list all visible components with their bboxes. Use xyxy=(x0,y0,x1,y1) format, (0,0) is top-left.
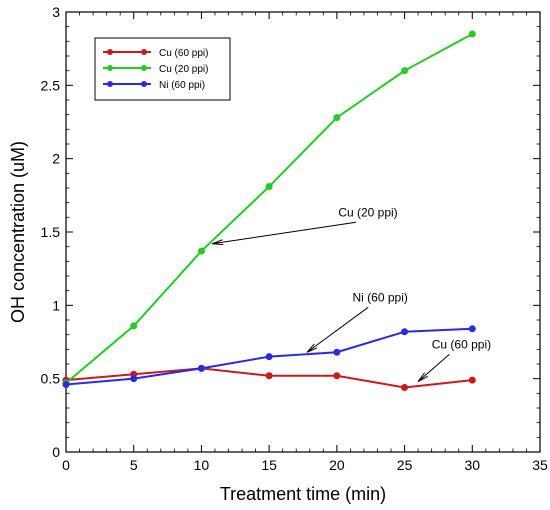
series-layer xyxy=(62,30,476,391)
y-tick-label: 1.5 xyxy=(41,224,61,240)
data-point-cu-20-ppi xyxy=(197,247,205,255)
x-tick-label: 30 xyxy=(464,457,480,473)
legend-label-cu-60-ppi: Cu (60 ppi) xyxy=(159,48,208,59)
annotation-arrow-line xyxy=(417,353,450,382)
data-point-cu-60-ppi xyxy=(265,372,273,380)
x-tick-label: 25 xyxy=(397,457,413,473)
data-point-ni-60-ppi xyxy=(265,353,273,361)
annotation-label: Ni (60 ppi) xyxy=(353,290,408,304)
legend-marker-cu-20-ppi xyxy=(141,65,147,71)
x-tick-label: 15 xyxy=(261,457,277,473)
annotations-layer: Cu (20 ppi) Ni (60 ppi) Cu (60 ppi) xyxy=(212,205,491,383)
data-point-cu-20-ppi xyxy=(468,30,476,38)
legend-marker-ni-60-ppi xyxy=(107,81,113,87)
legend-label-cu-20-ppi: Cu (20 ppi) xyxy=(159,64,208,75)
y-tick-label: 2 xyxy=(52,151,60,167)
legend-marker-cu-20-ppi xyxy=(107,65,113,71)
y-tick-label: 3 xyxy=(52,4,60,20)
legend-marker-ni-60-ppi xyxy=(141,81,147,87)
annotation-arrow-head xyxy=(417,372,429,383)
data-point-ni-60-ppi xyxy=(401,328,409,336)
data-point-ni-60-ppi xyxy=(130,375,138,383)
legend-label-ni-60-ppi: Ni (60 ppi) xyxy=(159,80,205,91)
data-point-ni-60-ppi xyxy=(333,348,341,356)
x-tick-label: 0 xyxy=(62,457,70,473)
annotation-arrow-head xyxy=(306,343,318,353)
annotation-label: Cu (60 ppi) xyxy=(432,337,491,351)
x-tick-label: 5 xyxy=(130,457,138,473)
data-point-cu-20-ppi xyxy=(130,322,138,330)
x-axis-title: Treatment time (min) xyxy=(220,484,386,504)
data-point-cu-60-ppi xyxy=(333,372,341,380)
y-tick-label: 2.5 xyxy=(41,77,61,93)
data-point-ni-60-ppi xyxy=(62,381,70,389)
x-tick-label: 20 xyxy=(329,457,345,473)
x-tick-label: 35 xyxy=(532,457,548,473)
y-tick-label: 0 xyxy=(52,444,60,460)
y-tick-label: 0.5 xyxy=(41,371,61,387)
data-point-cu-60-ppi xyxy=(468,376,476,384)
legend: Cu (60 ppi) Cu (20 ppi) Ni (60 ppi) xyxy=(94,37,231,101)
axes-layer: 0 5 10 15 20 25 30 35 0 0.5 1 1.5 2 2.5 3 xyxy=(41,4,548,473)
y-axis-title: OH concentration (uM) xyxy=(8,141,28,323)
x-tick-label: 10 xyxy=(194,457,210,473)
annotation-arrow-head xyxy=(212,239,224,246)
legend-box xyxy=(94,37,231,101)
y-tick-label: 1 xyxy=(52,297,60,313)
annotation-arrow-line xyxy=(212,221,357,245)
data-point-cu-60-ppi xyxy=(401,383,409,391)
annotation-label: Cu (20 ppi) xyxy=(338,205,397,219)
data-point-ni-60-ppi xyxy=(468,325,476,333)
annotation-arrow-line xyxy=(306,306,369,353)
data-point-ni-60-ppi xyxy=(197,364,205,372)
legend-marker-cu-60-ppi xyxy=(141,49,147,55)
data-point-cu-20-ppi xyxy=(265,183,273,191)
data-point-cu-20-ppi xyxy=(401,67,409,75)
data-point-cu-20-ppi xyxy=(333,114,341,122)
legend-marker-cu-60-ppi xyxy=(107,49,113,55)
